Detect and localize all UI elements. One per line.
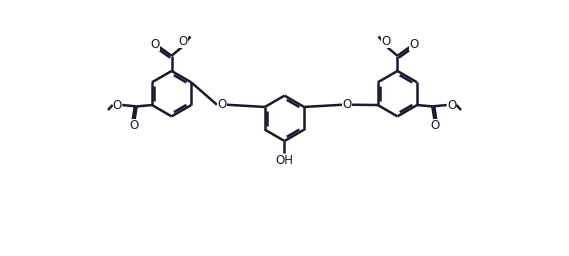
Text: O: O bbox=[113, 99, 122, 112]
Text: O: O bbox=[430, 119, 439, 132]
Text: OH: OH bbox=[275, 154, 294, 167]
Text: O: O bbox=[343, 98, 352, 111]
Text: O: O bbox=[447, 99, 456, 112]
Text: O: O bbox=[409, 38, 418, 51]
Text: O: O bbox=[179, 35, 188, 48]
Text: O: O bbox=[381, 35, 390, 48]
Text: O: O bbox=[217, 98, 226, 111]
Text: O: O bbox=[151, 38, 160, 51]
Text: O: O bbox=[130, 119, 139, 132]
